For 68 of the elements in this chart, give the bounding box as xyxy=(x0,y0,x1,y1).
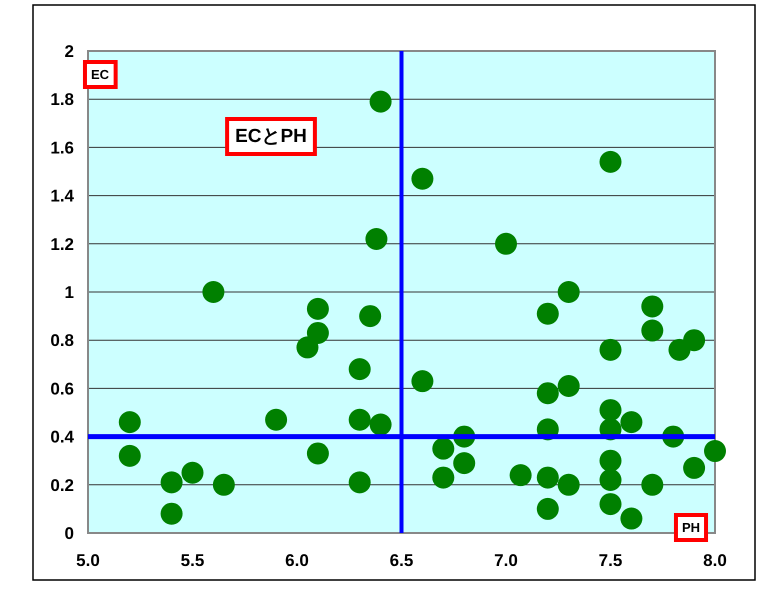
point xyxy=(370,414,392,436)
y-axis-title: EC xyxy=(90,67,110,82)
point xyxy=(348,358,371,380)
y-tick-label: 1.4 xyxy=(50,186,75,206)
point xyxy=(212,474,235,496)
y-tick-label: 0 xyxy=(64,524,74,543)
y-tick-label: 1.2 xyxy=(50,234,74,254)
x-tick-label: 8.0 xyxy=(703,551,727,570)
text: ECとPH xyxy=(235,126,307,147)
point xyxy=(432,466,454,489)
point xyxy=(495,232,517,255)
point xyxy=(182,462,204,484)
point xyxy=(160,471,183,494)
point xyxy=(411,168,434,190)
point xyxy=(365,228,388,250)
point xyxy=(641,295,664,318)
point xyxy=(558,374,580,397)
point xyxy=(265,408,288,431)
point xyxy=(704,440,726,462)
point xyxy=(296,336,318,358)
x-tick-label: 7.0 xyxy=(494,551,518,570)
y-tick-label: 1 xyxy=(64,283,74,302)
y-tick-label: 1.8 xyxy=(50,90,74,110)
x-tick-label: 7.5 xyxy=(598,551,622,570)
point xyxy=(453,452,476,474)
point xyxy=(600,399,622,422)
point xyxy=(600,493,622,516)
point xyxy=(432,438,454,460)
point xyxy=(600,468,622,491)
y-tick-label: 0.2 xyxy=(50,476,74,495)
point xyxy=(600,450,622,472)
point xyxy=(306,322,329,344)
point xyxy=(202,281,224,303)
point xyxy=(160,502,183,525)
x-tick-label: 5.5 xyxy=(180,551,204,570)
y-tick-label: 2 xyxy=(64,42,74,61)
point xyxy=(510,464,532,486)
point xyxy=(359,305,382,328)
y-tick-label: 0.8 xyxy=(50,331,74,350)
point xyxy=(348,408,371,431)
point xyxy=(536,382,559,404)
point xyxy=(306,298,329,320)
x-tick-label: 6.5 xyxy=(390,551,414,570)
x-tick-label: 5.0 xyxy=(76,551,100,570)
point xyxy=(370,90,392,113)
point xyxy=(536,302,559,325)
point xyxy=(600,150,622,173)
point xyxy=(620,508,642,530)
point xyxy=(118,411,141,434)
point xyxy=(558,281,580,303)
point xyxy=(536,498,559,520)
point xyxy=(348,471,371,494)
point xyxy=(536,466,559,489)
point xyxy=(620,411,642,434)
y-tick-label: 1.6 xyxy=(50,138,74,158)
x-axis-title: PH xyxy=(682,520,700,535)
point xyxy=(641,474,664,496)
y-tick-label: 0.4 xyxy=(50,428,75,447)
x-tick-label: 6.0 xyxy=(285,551,309,570)
point xyxy=(683,456,706,479)
point xyxy=(683,329,706,352)
y-tick-label: 0.6 xyxy=(50,379,74,398)
point xyxy=(306,442,329,464)
point xyxy=(641,320,664,342)
point xyxy=(558,474,580,496)
point xyxy=(411,370,434,392)
point xyxy=(118,444,141,467)
point xyxy=(600,338,622,361)
